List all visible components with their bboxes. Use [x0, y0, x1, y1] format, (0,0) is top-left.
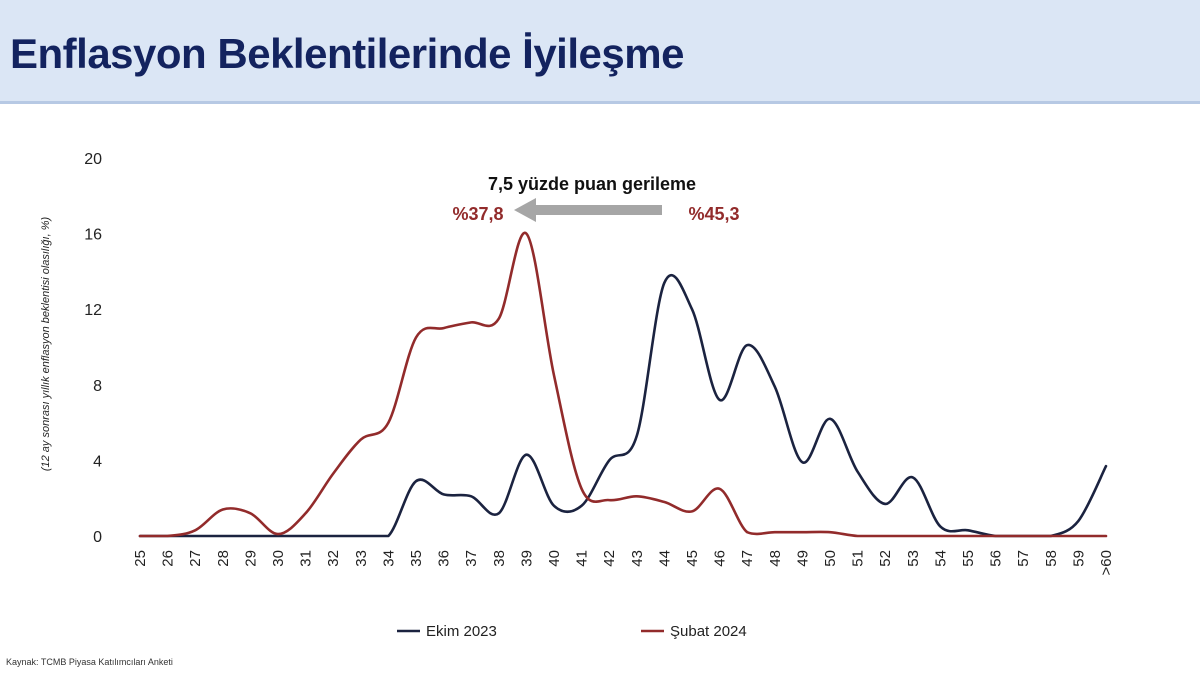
x-tick-label: 43	[629, 550, 646, 567]
chart: (12 ay sonrası yıllık enflasyon beklenti…	[40, 151, 1115, 640]
x-tick-label: 46	[712, 550, 729, 567]
x-tick-label: 55	[960, 550, 977, 567]
annotation-headline: 7,5 yüzde puan gerileme	[488, 174, 696, 194]
legend-item-ekim: Ekim 2023	[397, 623, 497, 640]
x-tick-label: 42	[601, 550, 618, 567]
y-axis-label: (12 ay sonrası yıllık enflasyon beklenti…	[40, 216, 52, 471]
x-tick-label: 38	[491, 550, 508, 567]
y-tick-label: 8	[93, 378, 102, 395]
x-tick-label: 54	[932, 550, 949, 567]
x-tick-label: 35	[408, 550, 425, 567]
title-bar: Enflasyon Beklentilerinde İyileşme	[0, 0, 1200, 104]
y-tick-label: 16	[84, 227, 102, 244]
x-tick-label: 44	[656, 550, 673, 567]
legend: Ekim 2023 Şubat 2024	[397, 623, 747, 640]
series-layer	[138, 231, 1108, 538]
series-line-subat-2024	[138, 231, 1108, 538]
x-tick-label: 27	[187, 550, 204, 567]
x-tick-label: 56	[988, 550, 1005, 567]
x-tick-label: 51	[850, 550, 867, 567]
x-tick-label: 32	[325, 550, 342, 567]
x-tick-label: 36	[436, 550, 453, 567]
x-tick-label: >60	[1098, 550, 1115, 575]
x-tick-label: 59	[1070, 550, 1087, 567]
x-tick-label: 48	[767, 550, 784, 567]
x-tick-label: 45	[684, 550, 701, 567]
y-tick-label: 20	[84, 151, 102, 168]
annotation-from-label: %45,3	[688, 204, 739, 224]
x-tick-label: 25	[132, 550, 149, 567]
x-axis: 25 26 27 28 29 30 31 32 33 34 35 36 37 38 39 40 41 42 43 44…	[132, 550, 1115, 575]
annotation-to-label: %37,8	[452, 204, 503, 224]
x-tick-label: 30	[270, 550, 287, 567]
x-tick-label: 26	[160, 550, 177, 567]
legend-item-subat: Şubat 2024	[641, 623, 747, 640]
x-tick-label: 52	[877, 550, 894, 567]
x-tick-label: 39	[518, 550, 535, 567]
series-line-ekim-2023	[138, 273, 1108, 538]
annotation-arrow	[514, 198, 662, 222]
x-tick-label: 40	[546, 550, 563, 567]
x-tick-label: 37	[463, 550, 480, 567]
x-tick-label: 41	[574, 550, 591, 567]
y-tick-label: 12	[84, 302, 102, 319]
source-note: Kaynak: TCMB Piyasa Katılımcıları Anketi	[6, 657, 173, 667]
y-axis: 0 4 8 12 16 20	[84, 151, 102, 546]
y-tick-label: 4	[93, 453, 102, 470]
x-tick-label: 50	[822, 550, 839, 567]
x-tick-label: 53	[905, 550, 922, 567]
legend-label-subat: Şubat 2024	[670, 623, 747, 640]
x-tick-label: 33	[353, 550, 370, 567]
legend-label-ekim: Ekim 2023	[426, 623, 497, 640]
y-tick-label: 0	[93, 529, 102, 546]
x-tick-label: 31	[298, 550, 315, 567]
x-tick-label: 57	[1015, 550, 1032, 567]
page-title: Enflasyon Beklentilerinde İyileşme	[10, 30, 684, 77]
x-tick-label: 58	[1043, 550, 1060, 567]
x-tick-label: 29	[242, 550, 259, 567]
x-tick-label: 49	[794, 550, 811, 567]
x-tick-label: 47	[739, 550, 756, 567]
x-tick-label: 34	[380, 550, 397, 567]
x-tick-label: 28	[215, 550, 232, 567]
